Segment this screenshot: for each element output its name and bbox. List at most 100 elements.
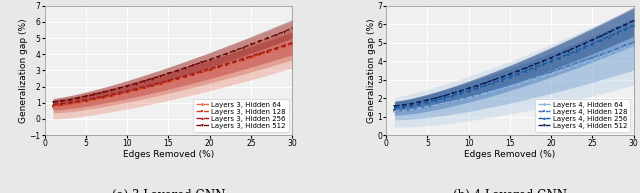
Layers 3, Hidden 64 <box>107 96 115 98</box>
Line: Layers 4, Hidden 64: Layers 4, Hidden 64 <box>393 43 635 112</box>
Layers 3, Hidden 256 <box>164 79 172 82</box>
Layers 3, Hidden 128 <box>132 89 140 91</box>
Layers 4, Hidden 64 <box>415 107 423 109</box>
X-axis label: Edges Removed (%): Edges Removed (%) <box>464 150 556 159</box>
Layers 4, Hidden 128 <box>415 105 423 108</box>
Layers 3, Hidden 256 <box>264 50 271 52</box>
Layers 3, Hidden 512 <box>164 72 172 74</box>
Layers 4, Hidden 256 <box>456 92 464 94</box>
Layers 4, Hidden 64 <box>539 75 547 77</box>
Layers 4, Hidden 512 <box>630 19 637 22</box>
Layers 3, Hidden 256 <box>107 93 115 96</box>
Layers 3, Hidden 128 <box>164 80 172 83</box>
Layers 3, Hidden 64 <box>255 54 263 56</box>
Layers 4, Hidden 128 <box>440 100 448 103</box>
Layers 3, Hidden 128 <box>289 43 296 45</box>
Layers 3, Hidden 128 <box>107 95 115 97</box>
Layers 4, Hidden 256 <box>506 76 514 78</box>
Layers 4, Hidden 128 <box>531 76 538 78</box>
Layers 4, Hidden 256 <box>522 70 530 72</box>
Layers 3, Hidden 64 <box>264 51 271 53</box>
Layers 3, Hidden 128 <box>239 59 246 61</box>
Layers 3, Hidden 128 <box>206 69 214 71</box>
Layers 4, Hidden 64 <box>531 78 538 80</box>
Layers 4, Hidden 256 <box>498 79 506 81</box>
Layers 4, Hidden 256 <box>415 103 423 105</box>
Line: Layers 4, Hidden 128: Layers 4, Hidden 128 <box>393 41 635 111</box>
Layers 3, Hidden 64 <box>82 101 90 103</box>
Layers 3, Hidden 512 <box>107 89 115 91</box>
Layers 4, Hidden 64 <box>596 56 604 58</box>
Layers 3, Hidden 256 <box>82 99 90 101</box>
Layers 4, Hidden 64 <box>522 80 530 82</box>
Layers 4, Hidden 128 <box>547 70 555 73</box>
Layers 3, Hidden 512 <box>222 52 230 55</box>
Layers 3, Hidden 256 <box>173 77 180 79</box>
Layers 4, Hidden 512 <box>596 35 604 37</box>
Layers 4, Hidden 64 <box>589 58 596 61</box>
Layers 4, Hidden 256 <box>440 97 448 99</box>
Layers 4, Hidden 128 <box>390 108 398 111</box>
Layers 3, Hidden 128 <box>74 101 82 104</box>
Layers 4, Hidden 64 <box>473 94 481 96</box>
Layers 3, Hidden 128 <box>156 83 164 85</box>
Layers 3, Hidden 64 <box>74 102 82 105</box>
Layers 3, Hidden 128 <box>99 96 106 99</box>
Layers 3, Hidden 64 <box>99 97 106 100</box>
Layers 4, Hidden 256 <box>531 66 538 69</box>
Layers 3, Hidden 64 <box>247 56 255 59</box>
Layers 3, Hidden 128 <box>90 98 98 101</box>
Layers 3, Hidden 128 <box>58 104 65 106</box>
Layers 4, Hidden 128 <box>449 99 456 101</box>
Layers 4, Hidden 512 <box>605 31 612 33</box>
Layers 4, Hidden 128 <box>605 50 612 53</box>
Layers 3, Hidden 64 <box>198 72 205 74</box>
Layers 3, Hidden 256 <box>66 101 74 104</box>
Layers 3, Hidden 512 <box>74 97 82 99</box>
Layers 4, Hidden 512 <box>539 60 547 62</box>
Layers 4, Hidden 128 <box>621 44 629 47</box>
Layers 3, Hidden 128 <box>82 100 90 102</box>
Layers 4, Hidden 256 <box>547 60 555 62</box>
Layers 4, Hidden 256 <box>621 28 629 30</box>
Layers 3, Hidden 64 <box>206 69 214 72</box>
Layers 4, Hidden 256 <box>630 24 637 26</box>
Layers 4, Hidden 512 <box>456 90 464 92</box>
Layers 3, Hidden 256 <box>58 102 65 105</box>
Layers 3, Hidden 64 <box>156 83 164 86</box>
Layers 3, Hidden 512 <box>189 64 197 66</box>
Layers 4, Hidden 256 <box>481 84 489 87</box>
Y-axis label: Generalization gap (%): Generalization gap (%) <box>367 18 376 123</box>
Layers 4, Hidden 512 <box>498 76 506 78</box>
Line: Layers 4, Hidden 256: Layers 4, Hidden 256 <box>393 24 635 109</box>
Layers 4, Hidden 256 <box>515 73 522 75</box>
Layers 3, Hidden 256 <box>181 75 189 77</box>
Layers 4, Hidden 512 <box>399 104 406 106</box>
Layers 3, Hidden 256 <box>198 70 205 72</box>
Layers 4, Hidden 64 <box>580 61 588 64</box>
Line: Layers 4, Hidden 512: Layers 4, Hidden 512 <box>393 19 635 107</box>
Layers 3, Hidden 512 <box>280 30 288 33</box>
Layers 4, Hidden 512 <box>490 79 497 81</box>
Layers 3, Hidden 128 <box>189 74 197 76</box>
Layers 4, Hidden 64 <box>506 85 514 87</box>
Layers 3, Hidden 512 <box>156 75 164 77</box>
Layers 3, Hidden 256 <box>156 81 164 84</box>
Layers 4, Hidden 512 <box>465 87 472 90</box>
Layers 3, Hidden 64 <box>66 104 74 106</box>
Layers 3, Hidden 128 <box>115 93 123 95</box>
Layers 4, Hidden 64 <box>572 64 580 66</box>
Layers 4, Hidden 64 <box>630 43 637 46</box>
Layers 4, Hidden 256 <box>580 46 588 48</box>
Layers 4, Hidden 512 <box>531 63 538 66</box>
Layers 4, Hidden 128 <box>556 68 563 70</box>
Layers 4, Hidden 128 <box>589 56 596 59</box>
Layers 3, Hidden 256 <box>90 97 98 99</box>
Layers 4, Hidden 512 <box>580 42 588 45</box>
Layers 3, Hidden 512 <box>99 91 106 94</box>
Layers 4, Hidden 256 <box>465 90 472 92</box>
Layers 4, Hidden 64 <box>556 70 563 72</box>
Layers 3, Hidden 64 <box>222 64 230 67</box>
Layers 3, Hidden 512 <box>173 70 180 72</box>
Layers 3, Hidden 512 <box>66 99 74 101</box>
